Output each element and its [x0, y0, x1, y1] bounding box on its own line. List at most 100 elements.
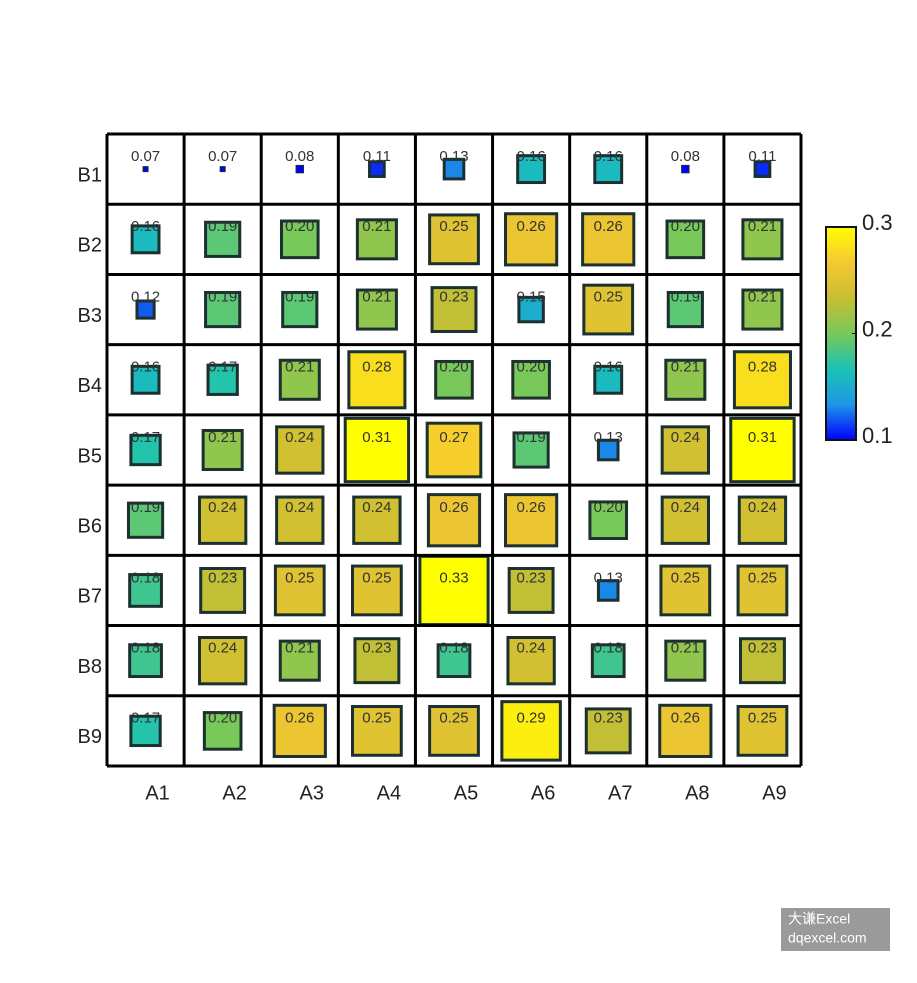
value-label: 0.17 — [131, 710, 160, 727]
cell-square — [582, 283, 635, 336]
cell-square — [442, 157, 466, 181]
cell-square — [273, 564, 326, 617]
value-label: 0.21 — [208, 429, 237, 446]
watermark-text: 大谦Excel — [788, 911, 850, 927]
cell-square — [500, 700, 562, 762]
cell-square — [681, 164, 690, 174]
value-label: 0.15 — [517, 288, 546, 305]
cell-square — [355, 218, 398, 261]
cell-square — [278, 358, 321, 401]
cell-square — [204, 290, 242, 329]
value-label: 0.17 — [131, 429, 160, 446]
value-label: 0.18 — [131, 569, 160, 586]
value-label: 0.21 — [748, 288, 777, 305]
value-label: 0.21 — [285, 640, 314, 657]
cell-square — [128, 643, 163, 679]
value-label: 0.31 — [362, 429, 391, 446]
cell-square — [343, 416, 411, 484]
row-label: B8 — [78, 656, 102, 678]
value-label: 0.24 — [671, 499, 700, 516]
cell-square — [736, 705, 789, 757]
value-label: 0.24 — [748, 499, 777, 516]
cell-square — [204, 220, 242, 258]
value-label: 0.26 — [439, 499, 468, 516]
watermark-box — [781, 908, 890, 951]
cell-square — [129, 714, 162, 748]
watermark-text: dqexcel.com — [788, 930, 867, 946]
value-label: 0.12 — [131, 288, 160, 305]
cell-square — [584, 707, 632, 755]
column-label: A7 — [608, 782, 632, 804]
cell-square — [275, 425, 325, 475]
value-label: 0.24 — [517, 640, 546, 657]
value-label: 0.25 — [671, 569, 700, 586]
cell-square — [353, 637, 401, 685]
cell-square — [351, 705, 403, 757]
cell-square — [206, 363, 239, 396]
cell-square — [418, 554, 490, 627]
cell-square — [434, 359, 474, 400]
cell-square — [425, 421, 483, 479]
cell-square — [275, 495, 325, 545]
value-label: 0.26 — [285, 710, 314, 727]
cell-square — [664, 639, 707, 682]
column-label: A2 — [222, 782, 246, 804]
cell-square — [201, 428, 244, 472]
value-label: 0.19 — [285, 288, 314, 305]
colorbar — [825, 226, 857, 441]
value-label: 0.26 — [671, 710, 700, 727]
value-label: 0.25 — [594, 288, 623, 305]
cell-square — [516, 154, 547, 185]
cell-square — [197, 635, 248, 686]
cell-square — [506, 635, 556, 686]
value-label: 0.18 — [439, 640, 468, 657]
cell-square — [272, 703, 327, 758]
value-label: 0.23 — [208, 569, 237, 586]
cell-square — [428, 213, 480, 266]
cell-square — [199, 566, 247, 614]
value-label: 0.21 — [748, 218, 777, 235]
cell-square — [593, 154, 624, 185]
row-label: B5 — [78, 445, 102, 467]
value-label: 0.21 — [362, 218, 391, 235]
value-label: 0.18 — [131, 640, 160, 657]
cell-square — [347, 350, 407, 410]
cell-square — [511, 359, 551, 400]
value-label: 0.19 — [208, 288, 237, 305]
cell-square — [738, 637, 786, 685]
cell-square — [590, 643, 626, 679]
cell-square — [129, 433, 162, 467]
colorbar-tick-label: 0.1 — [862, 423, 893, 448]
value-label: 0.16 — [594, 148, 623, 165]
cell-square — [436, 643, 472, 679]
row-label: B4 — [78, 375, 102, 397]
value-label: 0.16 — [517, 148, 546, 165]
column-label: A4 — [377, 782, 401, 804]
cell-square — [732, 350, 792, 410]
value-label: 0.19 — [671, 288, 700, 305]
value-label: 0.19 — [131, 499, 160, 516]
cell-square — [126, 501, 165, 539]
cell-square — [197, 495, 248, 545]
row-label: B3 — [78, 305, 102, 327]
cell-square — [504, 212, 559, 267]
value-label: 0.21 — [362, 288, 391, 305]
value-label: 0.28 — [748, 359, 777, 376]
column-label: A3 — [300, 782, 324, 804]
cell-square — [736, 564, 789, 617]
value-label: 0.16 — [594, 359, 623, 376]
cell-square — [665, 219, 706, 260]
value-label: 0.20 — [517, 359, 546, 376]
value-label: 0.25 — [748, 569, 777, 586]
cell-square — [593, 364, 624, 395]
value-label: 0.18 — [594, 640, 623, 657]
value-label: 0.16 — [131, 218, 160, 235]
cell-square — [664, 358, 707, 401]
value-label: 0.33 — [439, 569, 468, 586]
column-label: A8 — [685, 782, 709, 804]
value-label: 0.19 — [208, 218, 237, 235]
cell-square — [596, 438, 620, 462]
cell-square — [428, 705, 480, 757]
column-label: A9 — [762, 782, 786, 804]
